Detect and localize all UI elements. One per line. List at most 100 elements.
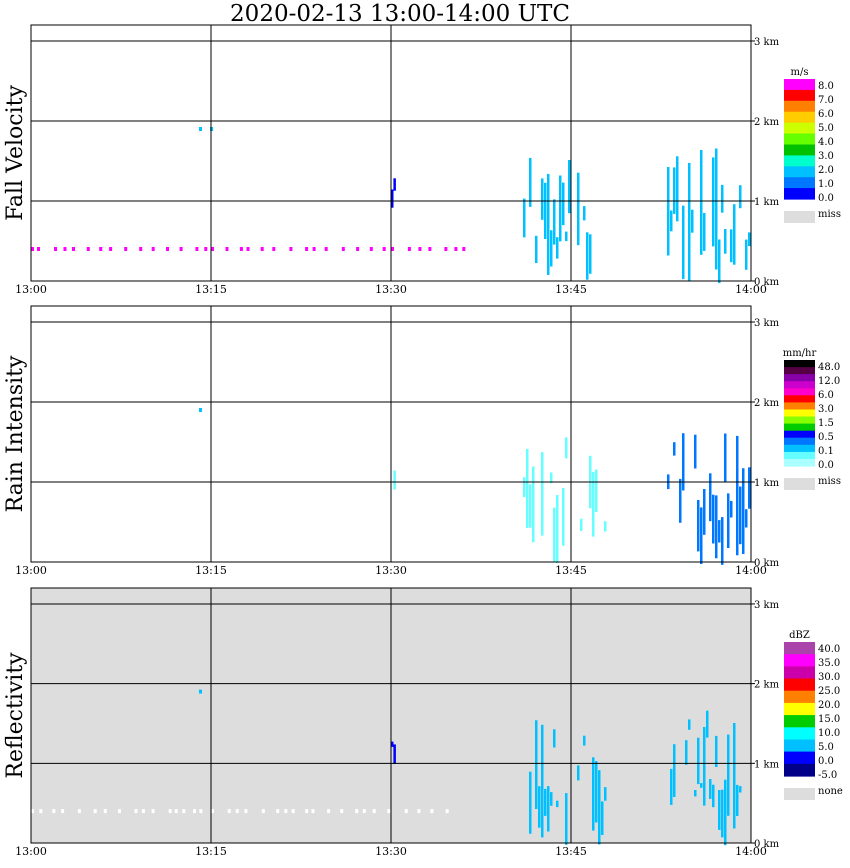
echo-pixel (523, 477, 526, 498)
echo-1-7 (667, 148, 751, 284)
echo-pixel (341, 247, 345, 251)
echo-pixel (553, 729, 556, 748)
colorbar-unit: dBZ (789, 630, 810, 641)
colorbar-label: 5.0 (818, 123, 834, 134)
x-tick-label: 13:30 (375, 283, 407, 296)
echo-pixel (284, 809, 288, 814)
echo-pixel (703, 213, 706, 251)
echo-pixel (673, 442, 676, 456)
plot-frame (30, 587, 752, 844)
echo-pixel (532, 466, 535, 543)
echo-pixel (311, 809, 315, 814)
colorbar-missing-swatch (784, 211, 815, 223)
colorbar-label: 7.0 (818, 95, 834, 106)
colorbar-label: 3.0 (818, 151, 834, 162)
echo-pixel (691, 209, 694, 233)
echo-pixel (595, 761, 598, 823)
echo-pixel (682, 433, 685, 491)
echo-pixel (134, 809, 138, 814)
colorbar-label: 20.0 (818, 700, 840, 711)
echo-pixel (261, 809, 265, 814)
echo-pixel (544, 788, 547, 816)
echo-2-3 (523, 437, 607, 564)
x-tick-label: 14:00 (735, 564, 767, 577)
echo-pixel (272, 247, 276, 251)
echo-2-2 (393, 470, 396, 490)
echo-pixel (387, 809, 391, 814)
colorbar-swatch (784, 381, 815, 389)
colorbar-label: 5.0 (818, 742, 834, 753)
colorbar-swatch (784, 702, 815, 716)
colorbar-label: 35.0 (818, 658, 840, 669)
colorbar-label: 48.0 (818, 362, 840, 373)
colorbar-swatch (784, 155, 815, 167)
echo-pixel (706, 710, 709, 738)
echo-3-4 (391, 741, 396, 764)
echo-pixel (700, 783, 703, 788)
colorbar-missing-label: miss (818, 209, 841, 220)
x-tick-label: 14:00 (735, 845, 767, 858)
echo-pixel (736, 784, 739, 816)
colorbar-label: 0.5 (818, 432, 834, 443)
echo-pixel (688, 162, 691, 282)
echo-pixel (745, 509, 748, 528)
echo-pixel (709, 473, 712, 522)
echo-pixel (139, 247, 143, 251)
echo-pixel (568, 160, 571, 214)
echo-pixel (118, 809, 121, 814)
colorbar-swatch (784, 642, 815, 655)
colorbar-swatch (784, 409, 815, 418)
echo-pixel (529, 771, 532, 834)
echo-pixel (179, 247, 183, 251)
echo-pixel (721, 789, 724, 838)
echo-pixel (526, 448, 529, 528)
echo-pixel (697, 500, 700, 552)
y-tick-label: 1 km (754, 478, 780, 489)
echo-pixel (407, 247, 411, 251)
echo-pixel (733, 204, 736, 265)
colorbar-swatch (784, 666, 815, 680)
echo-pixel (553, 507, 556, 562)
echo-pixel (670, 768, 673, 805)
echo-pixel (595, 469, 598, 513)
echo-pixel (260, 247, 264, 251)
colorbar-swatch (784, 437, 815, 446)
echo-1-6 (523, 157, 592, 280)
echo-pixel (444, 247, 448, 251)
y-tick-label: 0 km (754, 558, 780, 569)
echo-pixel (562, 182, 565, 226)
echo-pixel (703, 727, 706, 806)
echo-pixel (61, 809, 65, 814)
echo-pixel (739, 786, 742, 793)
echo-pixel (391, 247, 394, 251)
x-tick-label: 13:15 (195, 564, 227, 577)
echo-pixel (547, 173, 550, 275)
echo-pixel (535, 235, 538, 264)
x-tick-label: 13:45 (555, 845, 587, 858)
echo-pixel (718, 520, 721, 543)
x-tick-label: 13:00 (15, 845, 47, 858)
echo-pixel (742, 468, 745, 554)
echo-pixel (225, 247, 229, 251)
echo-pixel (52, 809, 56, 814)
echo-pixel (556, 800, 559, 808)
echo-3-1 (31, 809, 203, 814)
echo-3-2 (211, 809, 449, 814)
echo-pixel (565, 231, 568, 242)
y-axis-label: Fall Velocity (3, 85, 28, 221)
colorbar-swatch (784, 166, 815, 178)
echo-pixel (193, 809, 196, 814)
echo-pixel (37, 247, 40, 251)
echo-1-1 (31, 247, 208, 251)
echo-pixel (559, 175, 562, 242)
echo-pixel (227, 809, 231, 814)
echo-pixel (391, 741, 394, 747)
echo-pixel (676, 156, 679, 222)
y-tick-label: 1 km (754, 197, 780, 208)
echo-pixel (601, 801, 604, 835)
echo-pixel (679, 478, 682, 523)
colorbar-swatch (784, 751, 815, 765)
echo-pixel (535, 720, 538, 809)
echo-pixel (174, 809, 178, 814)
echo-pixel (246, 247, 250, 251)
